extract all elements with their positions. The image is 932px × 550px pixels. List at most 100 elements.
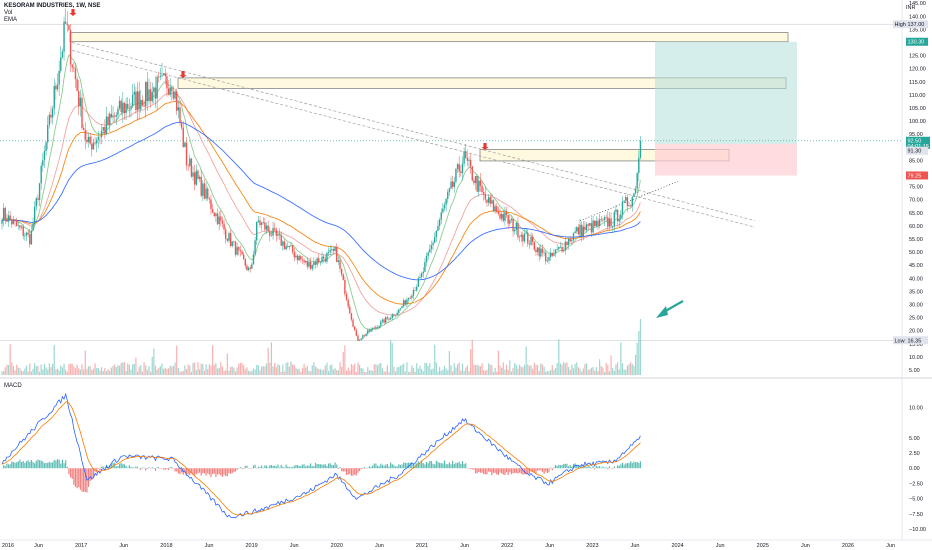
candle-body bbox=[195, 170, 198, 185]
macd-histogram-bar bbox=[528, 468, 531, 474]
price-tick-label: 30.00 bbox=[909, 303, 923, 309]
candle-body bbox=[225, 229, 227, 239]
candle-body bbox=[60, 57, 62, 71]
volume-legend-label[interactable]: Vol bbox=[4, 10, 13, 16]
candle-body bbox=[61, 51, 64, 58]
price-tick-label: 125.00 bbox=[909, 54, 926, 60]
macd-histogram-bar bbox=[411, 462, 413, 469]
volume-bar bbox=[362, 368, 364, 375]
macd-histogram-bar bbox=[499, 468, 501, 473]
volume-bar bbox=[566, 362, 568, 375]
macd-histogram-bar bbox=[496, 468, 498, 475]
ema-legend-label[interactable]: EMA bbox=[4, 17, 18, 23]
volume-bar bbox=[630, 362, 632, 375]
volume-bar bbox=[512, 367, 514, 375]
macd-histogram-bar bbox=[478, 468, 480, 472]
candle-body bbox=[484, 194, 487, 200]
macd-histogram-bar bbox=[460, 463, 462, 469]
macd-histogram-bar bbox=[205, 468, 207, 476]
candle-body bbox=[151, 92, 153, 102]
candle-body bbox=[466, 158, 469, 161]
candle-body bbox=[234, 241, 237, 255]
volume-bar bbox=[66, 371, 68, 375]
volume-bar bbox=[339, 362, 341, 375]
volume-bar bbox=[327, 370, 330, 375]
volume-bar bbox=[368, 370, 370, 375]
candle-body bbox=[443, 204, 446, 209]
candle-body bbox=[179, 107, 181, 123]
candle-body bbox=[528, 243, 531, 245]
candle-body bbox=[548, 257, 550, 261]
volume-bar bbox=[311, 365, 313, 375]
macd-histogram-bar bbox=[101, 466, 103, 469]
macd-histogram-bar bbox=[489, 468, 491, 473]
macd-histogram-bar bbox=[35, 460, 37, 469]
volume-bar bbox=[563, 362, 565, 375]
volume-bar bbox=[638, 331, 640, 375]
candle-body bbox=[146, 81, 149, 102]
candle-body bbox=[634, 188, 637, 194]
macd-axis[interactable]: 10.00 5.00 2.50 0.00 −2.50 −5.00 −7.50 −10.00 bbox=[909, 405, 926, 533]
volume-bar bbox=[318, 369, 320, 375]
candle-body bbox=[523, 233, 526, 242]
trend-lines[interactable] bbox=[71, 42, 756, 228]
candle-body bbox=[40, 165, 42, 184]
candle-body bbox=[20, 226, 23, 228]
current-price-tag bbox=[906, 136, 930, 149]
macd-histogram-bar bbox=[612, 468, 614, 469]
volume-bar bbox=[424, 362, 426, 375]
candle-body bbox=[600, 219, 602, 220]
volume-bar bbox=[458, 362, 460, 375]
candle-body bbox=[50, 114, 52, 118]
volume-bar bbox=[19, 368, 21, 375]
macd-histogram-bar bbox=[24, 463, 26, 469]
macd-histogram-bar bbox=[525, 468, 527, 475]
volume-bar bbox=[355, 371, 357, 375]
volume-bar bbox=[65, 369, 67, 375]
volume-bar bbox=[220, 362, 222, 375]
annotation-arrows[interactable] bbox=[69, 9, 684, 318]
candle-body bbox=[509, 220, 511, 224]
macd-histogram-bar bbox=[73, 468, 75, 485]
volume-bar bbox=[225, 370, 227, 375]
macd-legend-label[interactable]: MACD bbox=[4, 383, 22, 389]
price-tick-label: 135.00 bbox=[909, 27, 926, 33]
macd-histogram-bar bbox=[571, 466, 573, 469]
volume-bar bbox=[422, 371, 424, 375]
candle-body bbox=[554, 249, 557, 254]
volume-bar bbox=[435, 362, 437, 375]
candle-body bbox=[259, 220, 261, 225]
volume-bar bbox=[543, 366, 545, 375]
volume-bar bbox=[483, 369, 485, 375]
macd-histogram-bar bbox=[497, 468, 499, 475]
macd-histogram-bar bbox=[151, 467, 153, 469]
macd-histogram-bar bbox=[272, 465, 274, 469]
candle-body bbox=[244, 259, 246, 266]
volume-bar bbox=[107, 369, 109, 375]
risk-reward-tool[interactable] bbox=[0, 23, 902, 341]
macd-tick-label: 2.50 bbox=[909, 451, 920, 457]
volume-bar bbox=[176, 345, 178, 375]
candle-body bbox=[265, 225, 268, 230]
volume-bar bbox=[136, 371, 139, 375]
candle-body bbox=[324, 258, 327, 262]
macd-histogram-bar bbox=[432, 463, 434, 469]
candle-body bbox=[620, 214, 622, 220]
volume-bar bbox=[460, 370, 462, 375]
macd-histogram-bar bbox=[76, 468, 78, 489]
macd-histogram-bar bbox=[53, 459, 55, 469]
price-axis[interactable]: 145.00 140.00 135.00 125.00 120.00 115.00 110.… bbox=[906, 1, 926, 374]
time-axis[interactable]: 2016 Jun 2017 Jun 2018 Jun 2019 Jun 2020 Jun 2021 J… bbox=[2, 543, 895, 549]
volume-bar bbox=[363, 371, 366, 375]
volume-bar bbox=[212, 345, 214, 375]
high-label-box bbox=[893, 20, 906, 29]
ascending-trendline bbox=[579, 181, 679, 222]
macd-histogram-bar bbox=[334, 462, 336, 469]
candle-body bbox=[352, 319, 354, 327]
volume-bar bbox=[432, 368, 434, 375]
candle-body bbox=[200, 176, 202, 196]
macd-histogram-bar bbox=[6, 463, 8, 469]
volume-bar bbox=[370, 370, 372, 375]
candle-body bbox=[376, 327, 379, 328]
